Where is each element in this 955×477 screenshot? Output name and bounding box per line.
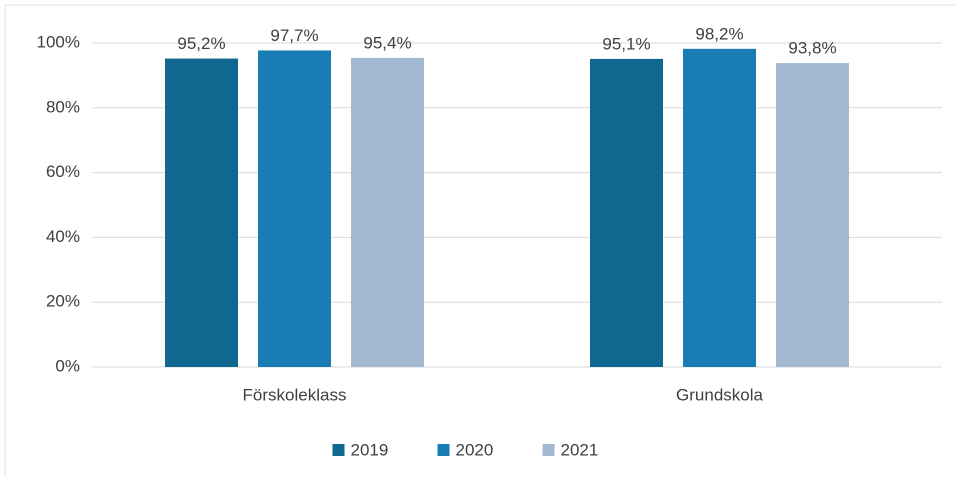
x-tick-label: Förskoleklass [243, 385, 347, 404]
x-tick-label: Grundskola [676, 385, 763, 404]
value-label: 95,2% [177, 34, 225, 53]
legend-label: 2019 [351, 440, 389, 459]
legend-swatch [332, 444, 345, 456]
legend-swatch [542, 444, 555, 456]
bar [776, 63, 849, 367]
legend-swatch [437, 444, 450, 456]
value-label: 97,7% [270, 26, 318, 45]
legend-label: 2021 [561, 440, 599, 459]
bar [165, 58, 238, 367]
chart-border [4, 4, 955, 477]
legend-label: 2020 [456, 440, 494, 459]
value-label: 93,8% [788, 39, 836, 58]
y-tick-label: 80% [46, 97, 80, 116]
value-label: 95,4% [363, 33, 411, 52]
y-tick-label: 20% [46, 292, 80, 311]
bar [683, 48, 756, 367]
y-tick-label: 100% [37, 32, 80, 51]
y-tick-label: 60% [46, 162, 80, 181]
y-tick-label: 0% [55, 356, 80, 375]
bar [258, 50, 331, 368]
bar [351, 57, 424, 368]
value-label: 95,1% [602, 34, 650, 53]
value-label: 98,2% [695, 24, 743, 43]
y-tick-label: 40% [46, 227, 80, 246]
bar [590, 58, 663, 367]
